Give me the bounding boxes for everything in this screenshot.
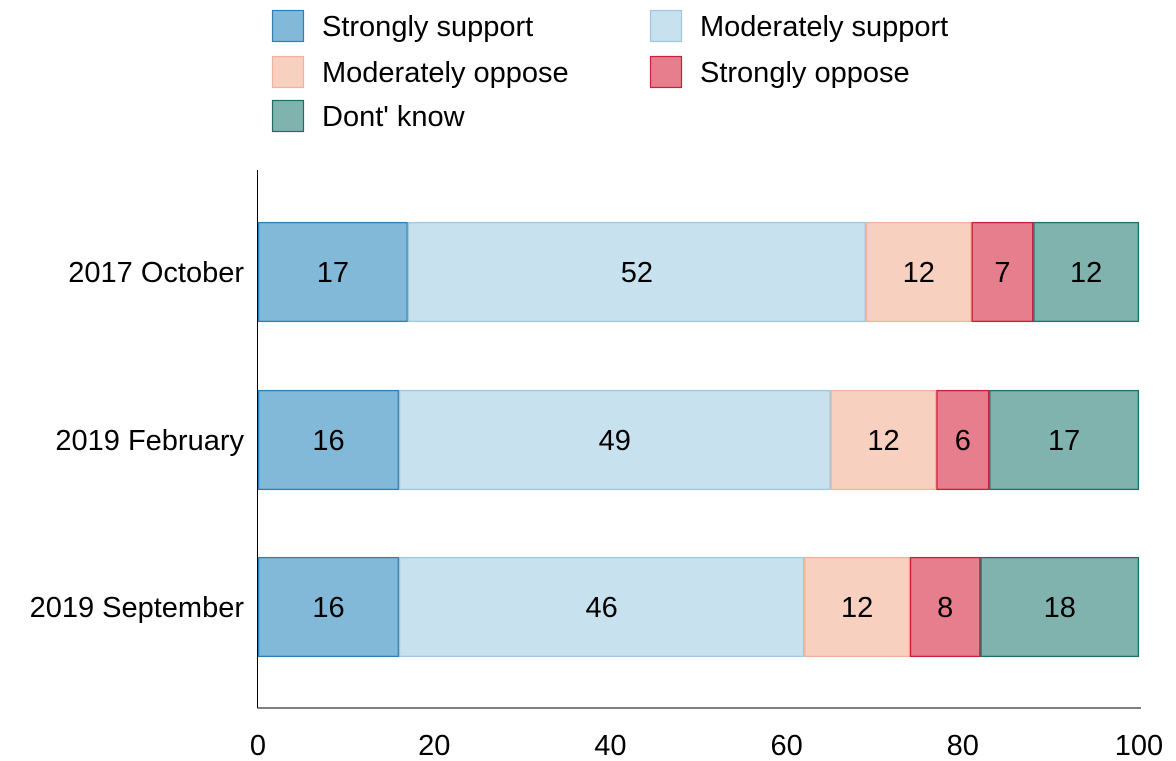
data-label-2017-october-moderately-support: 52 — [621, 257, 653, 289]
bar-row-2019-september: 16 46 12 8 18 — [257, 556, 1140, 658]
bar-row-2017-october: 17 52 12 7 12 — [257, 221, 1140, 323]
category-label-2017-october: 2017 October — [68, 257, 244, 289]
data-label-2017-october-dont-know: 12 — [1070, 257, 1102, 289]
legend-swatch-dont-know — [271, 99, 305, 133]
bar-2019-september-moderately-oppose — [804, 556, 910, 658]
bar-2019-february-dont-know — [989, 389, 1140, 491]
bar-2019-february-moderately-oppose — [830, 389, 937, 491]
legend-item-moderately-support: Moderately support — [649, 9, 948, 43]
x-tick-label-80: 80 — [947, 730, 979, 761]
bar-row-2019-february: 16 49 12 6 17 — [257, 389, 1140, 491]
data-label-2019-february-dont-know: 17 — [1048, 425, 1080, 457]
data-label-2017-october-strongly-support: 17 — [317, 257, 349, 289]
bar-2017-october-moderately-oppose — [865, 221, 972, 323]
x-tick-label-0: 0 — [250, 730, 266, 761]
bar-2019-september-dont-know — [980, 556, 1140, 658]
legend-swatch-strongly-oppose — [649, 55, 683, 89]
legend-swatch-strongly-support — [271, 9, 305, 43]
data-label-2019-september-dont-know: 18 — [1044, 592, 1076, 624]
data-label-2019-september-strongly-oppose: 8 — [937, 592, 953, 624]
legend-swatch-moderately-support — [649, 9, 683, 43]
legend-label-strongly-support: Strongly support — [322, 11, 533, 43]
bar-2017-october-moderately-support — [407, 221, 866, 323]
bar-2017-october-dont-know — [1033, 221, 1140, 323]
data-label-2017-october-moderately-oppose: 12 — [903, 257, 935, 289]
legend-swatch-moderately-oppose — [271, 55, 305, 89]
bars: 17 52 12 7 12 16 49 12 6 17 16 46 12 8 18 — [257, 221, 1140, 658]
data-label-2019-february-moderately-oppose: 12 — [867, 425, 899, 457]
legend-item-dont-know: Dont' know — [271, 99, 466, 133]
bar-2019-february-moderately-support — [398, 389, 831, 491]
data-label-2019-february-strongly-oppose: 6 — [955, 425, 971, 457]
legend-label-moderately-support: Moderately support — [700, 11, 948, 43]
x-tick-label-60: 60 — [770, 730, 802, 761]
category-label-2019-february: 2019 February — [55, 425, 244, 457]
x-tick-label-40: 40 — [594, 730, 626, 761]
legend-label-dont-know: Dont' know — [322, 101, 466, 133]
bar-2017-october-strongly-support — [257, 221, 408, 323]
bar-2019-september-strongly-oppose — [909, 556, 981, 658]
bar-2019-september-moderately-support — [398, 556, 805, 658]
bar-2019-february-strongly-support — [257, 389, 400, 491]
bar-2017-october-strongly-oppose — [971, 221, 1034, 323]
data-label-2019-february-strongly-support: 16 — [312, 425, 344, 457]
data-label-2019-september-moderately-support: 46 — [585, 592, 617, 624]
category-label-2019-september: 2019 September — [30, 592, 245, 624]
data-label-2017-october-strongly-oppose: 7 — [994, 257, 1010, 289]
legend-item-strongly-oppose: Strongly oppose — [649, 55, 910, 89]
x-tick-label-100: 100 — [1115, 730, 1163, 761]
data-label-2019-september-strongly-support: 16 — [312, 592, 344, 624]
bar-2019-september-strongly-support — [257, 556, 400, 658]
legend-item-strongly-support: Strongly support — [271, 9, 533, 43]
legend-item-moderately-oppose: Moderately oppose — [271, 55, 569, 89]
legend-label-strongly-oppose: Strongly oppose — [700, 57, 910, 89]
x-tick-label-20: 20 — [418, 730, 450, 761]
data-label-2019-september-moderately-oppose: 12 — [841, 592, 873, 624]
bar-2019-february-strongly-oppose — [936, 389, 990, 491]
data-label-2019-february-moderately-support: 49 — [599, 425, 631, 457]
legend-label-moderately-oppose: Moderately oppose — [322, 57, 569, 89]
legend: Strongly support Moderately support Modera… — [271, 9, 948, 133]
axes: 2017 October 2019 February 2019 September 0… — [30, 170, 1163, 761]
